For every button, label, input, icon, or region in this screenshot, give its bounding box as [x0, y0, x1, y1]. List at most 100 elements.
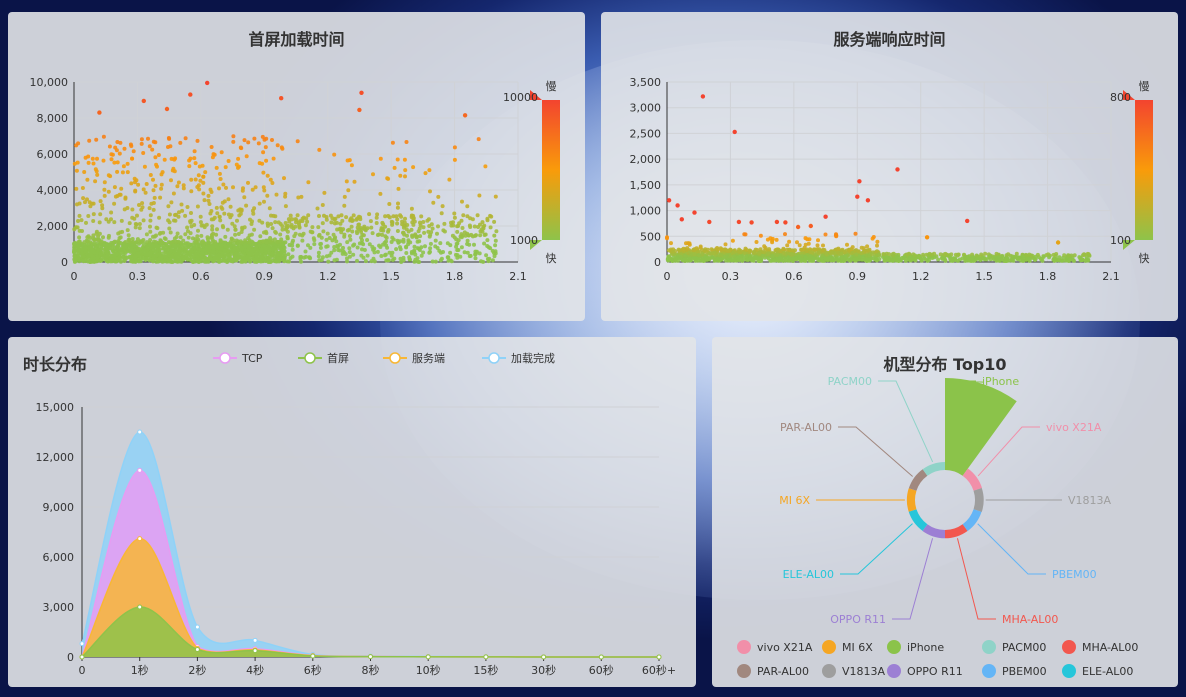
scatter-point	[665, 256, 670, 261]
server-response-scatter[interactable]: 0 500 1,000 1,500 2,000 2,500 3,000 3,500 0 0.3 0.…	[601, 12, 1178, 321]
scatter-point	[139, 141, 144, 146]
scatter-point	[405, 233, 409, 238]
legend-label: MHA-AL00	[1082, 641, 1138, 654]
scatter-point	[168, 230, 173, 235]
scatter-point	[671, 249, 675, 254]
first-screen-scatter[interactable]: 0 2,000 4,000 6,000 8,000 10,000 0 0.3 0.6 0.9 1.2…	[8, 12, 585, 321]
scatter-point	[478, 222, 482, 227]
scatter-point	[273, 220, 278, 225]
scatter-point	[115, 256, 119, 261]
scatter-point	[319, 235, 324, 240]
scatter-point	[130, 215, 135, 220]
scatter-point	[166, 204, 171, 209]
scatter-point	[156, 153, 161, 157]
scatter-point	[156, 244, 161, 249]
scatter-point	[403, 174, 407, 179]
scatter-point	[673, 258, 678, 263]
scatter-point	[774, 219, 780, 225]
scatter-point	[106, 189, 111, 194]
scatter-point	[90, 156, 95, 161]
scatter-point	[772, 258, 777, 263]
scatter-point	[241, 186, 245, 191]
scatter-point	[1033, 258, 1037, 262]
scatter-point	[456, 238, 461, 243]
scatter-point	[327, 253, 332, 258]
scatter-point	[151, 258, 155, 263]
scatter-point	[405, 223, 410, 227]
scatter-point	[161, 245, 166, 250]
scatter-point	[95, 156, 99, 161]
data-point	[137, 429, 143, 435]
visual-map-bottom-handle	[530, 240, 542, 250]
scatter-point	[394, 247, 399, 252]
scatter-point	[348, 237, 353, 242]
scatter-point	[159, 182, 164, 187]
scatter-point	[148, 213, 153, 218]
scatter-point	[823, 257, 828, 262]
scatter-point	[127, 237, 132, 242]
scatter-point	[75, 244, 80, 248]
scatter-point	[1059, 258, 1064, 263]
scatter-point	[1024, 253, 1029, 258]
scatter-point	[217, 186, 221, 191]
scatter-point	[181, 246, 186, 251]
model-rose-chart[interactable]: iPhone vivo X21A V1813A PBEM00 MHA-AL00 OPPO …	[712, 337, 1178, 687]
scatter-point	[251, 211, 256, 216]
scatter-point	[428, 241, 433, 246]
scatter-point	[189, 189, 194, 194]
scatter-point	[141, 218, 146, 223]
scatter-point	[1033, 254, 1038, 259]
scatter-point	[104, 217, 109, 222]
scatter-point	[707, 219, 712, 225]
scatter-point	[230, 221, 235, 226]
scatter-point	[377, 243, 382, 248]
duration-area-chart[interactable]: 0 3,000 6,000 9,000 12,000 15,000 0 1秒 2秒 4秒 6秒 8秒 1…	[8, 337, 696, 687]
scatter-point	[421, 225, 426, 230]
scatter-point	[371, 172, 375, 177]
scatter-point	[199, 257, 204, 262]
scatter-point	[297, 225, 302, 230]
scatter-point	[92, 237, 97, 242]
scatter-point	[974, 253, 979, 258]
slice-label: iPhone	[982, 375, 1019, 388]
scatter-point	[830, 250, 835, 255]
scatter-point	[113, 145, 118, 150]
scatter-point	[113, 194, 118, 199]
scatter-point	[215, 211, 220, 216]
scatter-point	[375, 212, 380, 217]
scatter-point	[83, 200, 87, 205]
scatter-point	[445, 255, 450, 260]
scatter-point	[850, 250, 855, 255]
scatter-point	[120, 170, 125, 175]
scatter-point	[91, 233, 96, 238]
scatter-point	[232, 224, 237, 229]
scatter-point	[294, 218, 299, 223]
scatter-point	[215, 227, 219, 232]
chart-title: 时长分布	[23, 355, 88, 374]
scatter-point	[359, 253, 364, 258]
label-line	[977, 426, 1040, 477]
scatter-point	[492, 254, 497, 259]
scatter-point	[200, 251, 205, 256]
scatter-point	[274, 230, 278, 235]
scatter-point	[411, 222, 416, 227]
scatter-point	[98, 199, 103, 204]
visual-map-slow-label: 慢	[546, 80, 557, 93]
scatter-point	[256, 141, 261, 146]
scatter-point	[417, 226, 422, 231]
scatter-point	[439, 211, 444, 216]
scatter-point	[265, 221, 270, 226]
scatter-point	[1018, 255, 1023, 260]
scatter-point	[151, 188, 156, 193]
scatter-point	[214, 232, 219, 237]
scatter-point	[413, 232, 418, 237]
scatter-point	[860, 254, 865, 259]
scatter-point	[155, 164, 159, 169]
legend-label: 加载完成	[511, 351, 555, 365]
scatter-point	[265, 193, 270, 198]
scatter-point	[700, 94, 706, 99]
scatter-point	[768, 236, 773, 241]
scatter-point	[203, 255, 208, 260]
scatter-point	[144, 232, 149, 237]
scatter-point	[839, 251, 844, 256]
